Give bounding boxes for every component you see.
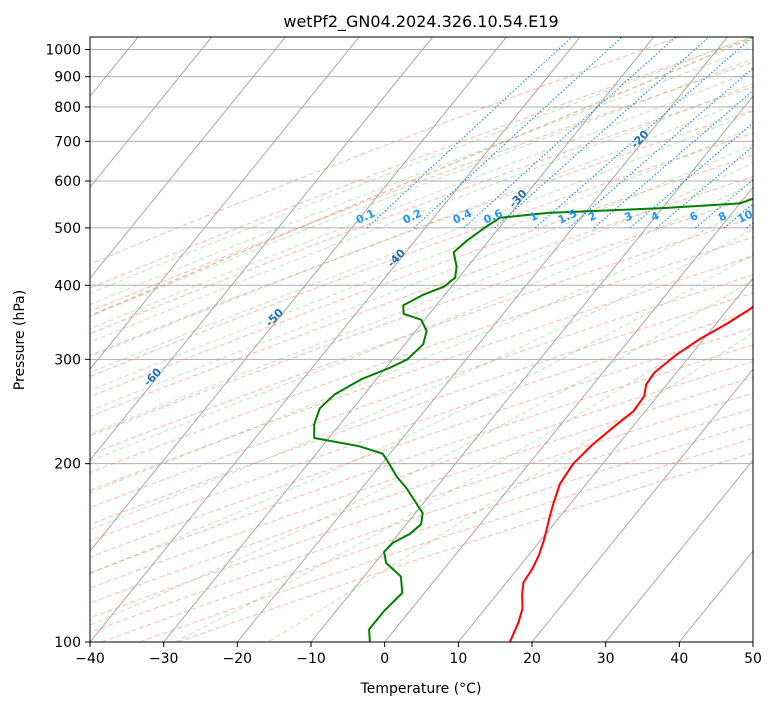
profile-line (313, 197, 753, 642)
plot-area (90, 37, 753, 642)
x-tick-label: −40 (75, 651, 105, 667)
moist-adiabat-line (90, 253, 753, 575)
moist-adiabat-line (90, 37, 751, 294)
mixing-ratio-lines (366, 37, 753, 229)
isotherm-line (310, 95, 753, 642)
mixing-ratio-line (568, 67, 753, 229)
isotherm-line (90, 37, 286, 280)
moist-adiabat-line (90, 70, 753, 330)
y-tick-label: 900 (54, 70, 81, 86)
y-tick-label: 800 (54, 100, 81, 116)
isotherm-line (531, 368, 753, 642)
x-tick-label: 50 (744, 651, 762, 667)
y-tick-label: 200 (54, 457, 81, 473)
x-tick-label: −10 (296, 651, 326, 667)
isotherm-line (236, 37, 728, 642)
mixing-ratio-line (413, 37, 623, 229)
moist-adiabat-line (90, 162, 753, 435)
isotherm-grid (90, 37, 753, 642)
dry-adiabat-line (177, 452, 753, 642)
moist-adiabat-line (90, 126, 753, 392)
x-tick-label: 40 (670, 651, 688, 667)
x-tick-label: 30 (597, 651, 615, 667)
isotherm-label: -10 (750, 68, 773, 92)
dry-adiabat-line (90, 327, 753, 558)
dry-adiabat-line (90, 236, 753, 474)
profile-line (508, 305, 753, 642)
mixing-ratio-line (656, 145, 753, 229)
y-axis: 100 200 300 400 500 600 700 800 900 1000 (45, 43, 90, 651)
isotherm-line (90, 37, 507, 552)
dry-adiabat-line (90, 37, 753, 289)
y-axis-label: Pressure (hPa) (12, 290, 28, 390)
isotherm-line (384, 186, 753, 642)
dry-adiabat-line (90, 216, 753, 455)
moist-adiabat-line (90, 96, 753, 358)
isotherm-line (90, 37, 213, 189)
mixing-ratio-line (629, 122, 753, 229)
y-tick-label: 100 (54, 635, 81, 651)
x-axis-label: Temperature (°C) (360, 681, 482, 697)
mixing-ratio-line (366, 37, 573, 229)
isotherm-line (605, 459, 753, 642)
mixing-ratio-line (695, 179, 753, 229)
x-tick-label: 10 (449, 651, 467, 667)
isotherm-line (90, 37, 360, 370)
isotherm-line (90, 37, 581, 642)
sounding-profiles (313, 197, 753, 642)
moist-adiabat-line (90, 182, 753, 462)
x-tick-label: −20 (223, 651, 253, 667)
plot-frame (89, 36, 754, 643)
y-tick-label: 1000 (45, 43, 81, 59)
moist-adiabat-line (90, 228, 753, 531)
x-tick-label: −30 (149, 651, 179, 667)
isotherm-line (163, 37, 655, 642)
dry-adiabat-line (90, 61, 753, 312)
moist-adiabats (90, 37, 753, 642)
mixing-ratio-line (494, 37, 710, 229)
dry-adiabat-line (139, 437, 753, 642)
moist-adiabat-line (90, 58, 753, 318)
dry-adiabat-line (90, 310, 753, 542)
y-tick-label: 700 (54, 134, 81, 150)
mixing-ratio-line (534, 37, 753, 229)
dry-adiabat-line (90, 132, 753, 377)
moist-adiabat-line (90, 204, 753, 494)
y-tick-label: 600 (54, 174, 81, 190)
chart-title: wetPf2_GN04.2024.326.10.54.E19 (283, 12, 558, 32)
dry-adiabat-line (90, 376, 753, 604)
mixing-ratio-label: 10 (736, 207, 756, 225)
dry-adiabat-line (90, 154, 753, 398)
x-axis: −40 −30 −20 −10 0 10 20 30 40 50 (75, 642, 762, 667)
x-tick-label: 20 (523, 651, 541, 667)
dry-adiabat-line (90, 292, 753, 525)
moist-adiabat-line (90, 279, 753, 626)
y-tick-label: 300 (54, 352, 81, 368)
dry-adiabat-line (90, 407, 753, 633)
isotherm-line (457, 277, 753, 642)
isotherm-line (90, 37, 434, 461)
y-tick-label: 400 (54, 278, 81, 294)
dry-adiabat-line (90, 344, 753, 574)
y-tick-label: 500 (54, 221, 81, 237)
x-tick-label: 0 (380, 651, 389, 667)
moist-adiabat-line (90, 46, 753, 306)
moist-adiabat-line (90, 143, 753, 412)
